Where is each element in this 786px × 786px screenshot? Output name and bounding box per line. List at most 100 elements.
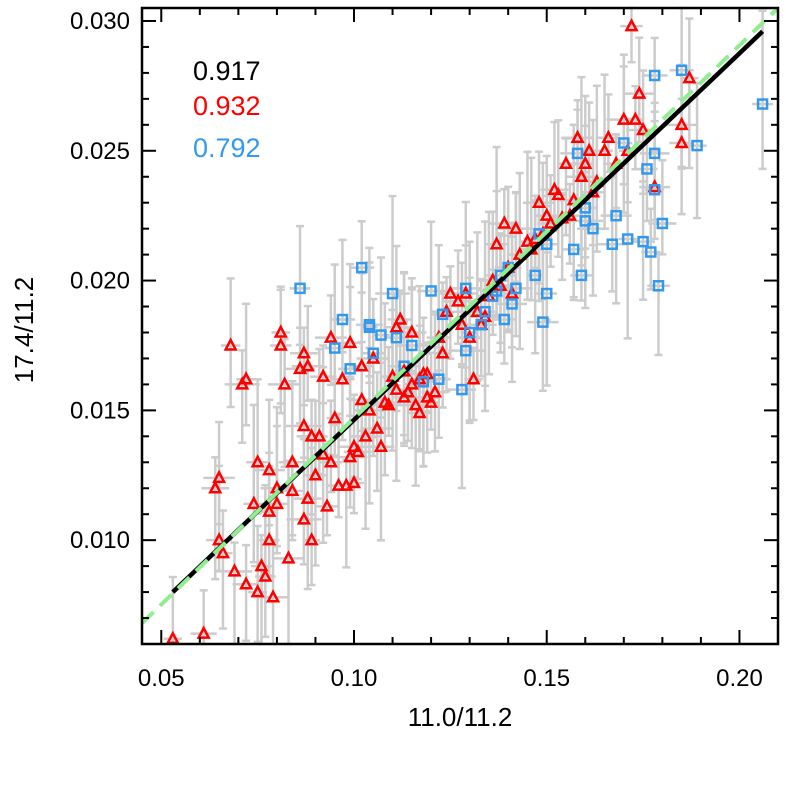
square-data-point (433, 373, 445, 385)
plot-frame (140, 6, 780, 646)
x-axis-title: 11.0/11.2 (408, 702, 513, 732)
triangle-data-point (373, 438, 389, 452)
triangle-data-point (262, 503, 277, 517)
triangle-data-point (389, 319, 404, 333)
triangle-data-point (381, 396, 396, 411)
axes-frame (140, 6, 780, 646)
legend-value-red: 0.932 (193, 91, 261, 121)
square-data-point (641, 163, 653, 175)
triangle-data-point (250, 583, 265, 598)
triangle-data-point (354, 391, 369, 406)
triangle-data-point (304, 531, 319, 546)
square-data-point (618, 137, 630, 149)
triangle-data-point (628, 111, 643, 125)
triangle-data-point (262, 531, 277, 546)
triangle-data-point (281, 550, 296, 564)
square-data-point (355, 261, 368, 274)
triangle-data-point (350, 443, 365, 458)
square-data-point (648, 69, 661, 82)
triangle-data-point (597, 142, 612, 157)
square-data-point (648, 147, 661, 160)
triangle-data-point (404, 324, 419, 338)
square-data-point (691, 139, 703, 152)
triangle-data-point (323, 329, 338, 343)
square-data-point (336, 313, 349, 326)
triangle-data-point (531, 194, 547, 208)
triangle-data-point (636, 121, 651, 136)
triangle-data-point (212, 531, 227, 546)
triangle-data-point (331, 477, 346, 491)
square-data-point (506, 298, 518, 310)
triangle-data-point (335, 371, 350, 385)
square-data-point (456, 383, 468, 396)
triangle-data-point (277, 376, 292, 390)
triangle-data-point (508, 220, 523, 234)
triangle-data-point (616, 111, 631, 125)
triangle-data-point (262, 461, 277, 476)
triangle-data-point (582, 142, 597, 157)
triangle-data-point (389, 381, 404, 395)
square-data-point (328, 342, 341, 354)
triangle-data-point (296, 511, 311, 525)
triangle-data-point (539, 207, 554, 221)
triangle-data-point (254, 557, 269, 572)
square-data-point (645, 246, 657, 258)
triangle-data-point (223, 337, 238, 351)
triangle-data-point (323, 454, 338, 468)
triangle-data-point (435, 345, 450, 359)
square-data-point (540, 287, 553, 300)
triangle-data-point (497, 215, 512, 229)
triangle-data-point (466, 371, 481, 385)
triangle-data-point (300, 490, 315, 504)
square-data-point (610, 209, 622, 222)
triangle-data-point (196, 625, 211, 639)
triangle-data-point (354, 358, 369, 372)
square-data-point (529, 269, 541, 282)
square-data-point (621, 233, 634, 245)
y-tick-label: 0.030 (70, 8, 130, 35)
triangle-data-point (408, 396, 423, 411)
triangle-data-point (454, 316, 469, 330)
triangle-data-point (246, 495, 261, 510)
triangle-data-point (212, 469, 227, 484)
square-data-point (367, 347, 380, 360)
triangle-data-point (327, 409, 342, 424)
square-data-point (436, 308, 449, 321)
square-data-point (475, 318, 487, 331)
triangle-data-point (427, 384, 443, 398)
triangle-data-point (239, 371, 254, 385)
triangle-data-point (682, 69, 697, 84)
square-data-point (294, 282, 306, 295)
square-data-point (579, 202, 592, 214)
triangle-data-point (400, 384, 416, 398)
triangle-data-point (265, 589, 281, 603)
triangle-data-point (489, 236, 504, 250)
triangle-data-point (258, 568, 273, 582)
y-axis-title: 17.4/11.2 (9, 277, 39, 384)
square-data-point (571, 147, 584, 160)
square-data-point (648, 183, 661, 196)
square-data-point (656, 217, 669, 230)
triangle-data-point (601, 129, 616, 144)
triangle-data-point (393, 311, 408, 325)
triangle-data-point (632, 85, 647, 99)
square-data-point (417, 376, 430, 388)
y-tick-label: 0.020 (70, 268, 130, 295)
square-data-point (498, 313, 511, 326)
triangle-data-point (304, 428, 319, 442)
triangle-data-point (296, 417, 311, 432)
triangle-data-point (558, 155, 574, 170)
fit-line-layer (140, 6, 780, 625)
y-tick-label: 0.015 (70, 397, 130, 424)
triangle-data-point (239, 576, 254, 590)
square-data-point (567, 243, 580, 256)
triangle-data-point (312, 428, 327, 442)
triangle-data-point (308, 467, 323, 481)
triangle-data-point (343, 334, 358, 349)
square-data-point (375, 329, 387, 341)
y-tick-label: 0.025 (70, 138, 130, 165)
square-data-point (460, 282, 472, 295)
square-data-point (540, 238, 553, 250)
triangle-data-point (215, 544, 231, 559)
